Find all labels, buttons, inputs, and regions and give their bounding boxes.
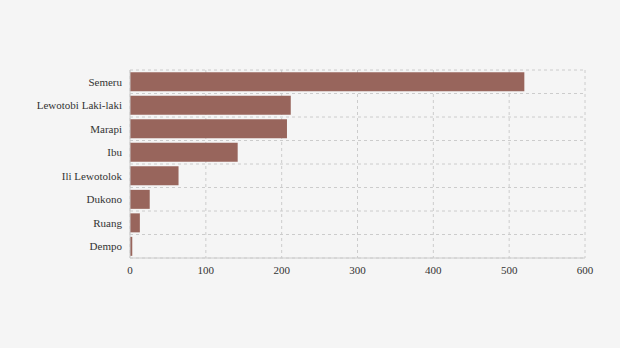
svg-text:0: 0 (127, 264, 133, 276)
svg-text:500: 500 (501, 264, 518, 276)
svg-text:Dempo: Dempo (90, 240, 123, 252)
svg-text:600: 600 (577, 264, 594, 276)
svg-text:200: 200 (273, 264, 290, 276)
svg-text:Marapi: Marapi (90, 123, 122, 135)
svg-text:Lewotobi Laki-laki: Lewotobi Laki-laki (37, 99, 122, 111)
svg-text:300: 300 (349, 264, 366, 276)
svg-text:Ruang: Ruang (93, 217, 122, 229)
svg-text:Ibu: Ibu (107, 146, 122, 158)
svg-text:100: 100 (198, 264, 215, 276)
svg-text:Ili Lewotolok: Ili Lewotolok (62, 170, 123, 182)
svg-text:Dukono: Dukono (87, 193, 123, 205)
svg-text:400: 400 (425, 264, 442, 276)
svg-text:Semeru: Semeru (88, 76, 122, 88)
